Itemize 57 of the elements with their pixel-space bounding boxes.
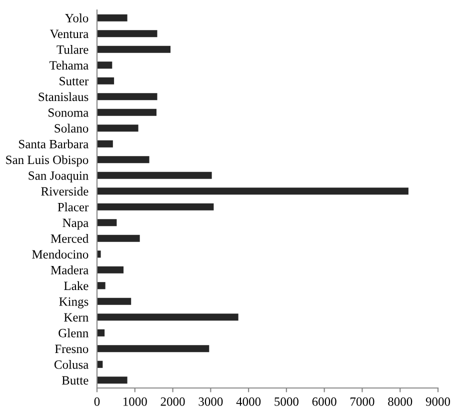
- bar: [97, 188, 408, 195]
- y-tick-label: Tulare: [56, 45, 88, 54]
- x-tick-label: 1000: [123, 397, 147, 406]
- bar: [97, 30, 158, 38]
- bar: [97, 156, 150, 164]
- x-tick-label: 4000: [236, 397, 261, 406]
- bar: [97, 250, 101, 258]
- bar: [97, 46, 171, 53]
- y-tick-label: Placer: [58, 202, 89, 212]
- y-tick-label: Madera: [50, 266, 88, 274]
- y-tick-label: Stanislaus: [38, 92, 88, 102]
- bar: [97, 93, 158, 100]
- bar: [97, 298, 132, 305]
- x-tick-label: 0: [94, 397, 100, 406]
- y-tick-label: Ventura: [50, 30, 88, 38]
- y-tick-label: Napa: [62, 218, 88, 230]
- x-tick-label: 5000: [274, 397, 298, 406]
- y-tick-label: Yolo: [65, 14, 88, 22]
- bar: [97, 314, 238, 321]
- y-tick-label: Tehama: [50, 60, 88, 70]
- x-tick-label: 9000: [426, 397, 450, 406]
- y-tick-label: Butte: [62, 376, 88, 385]
- y-tick-label: Sonoma: [48, 108, 88, 117]
- bar: [97, 62, 112, 69]
- bar: [97, 329, 105, 336]
- y-tick-label: Merced: [50, 234, 89, 243]
- y-tick-label: Sutter: [60, 76, 89, 86]
- bar: [97, 203, 214, 210]
- bar: [97, 376, 128, 384]
- bar: [97, 124, 138, 132]
- bar: [97, 77, 114, 84]
- y-tick-label: Lake: [64, 281, 88, 290]
- bar: [97, 345, 210, 352]
- x-tick-label: 2000: [160, 397, 185, 406]
- x-tick-label: 3000: [198, 397, 223, 406]
- y-tick-label: Santa Barbara: [19, 140, 88, 148]
- y-tick-label: San Luis Obispo: [6, 155, 88, 167]
- y-tick-label: Mendocino: [32, 250, 88, 259]
- bar: [97, 234, 140, 242]
- y-tick-label: Colusa: [54, 360, 88, 369]
- bar: [97, 140, 113, 148]
- x-tick-label: 8000: [388, 397, 412, 406]
- bar: [97, 172, 212, 179]
- bar: [97, 14, 128, 22]
- bar: [97, 108, 156, 116]
- x-tick-label: 6000: [312, 397, 336, 406]
- y-tick-label: Fresno: [55, 344, 88, 354]
- bar: [97, 282, 106, 290]
- y-tick-label: Kern: [64, 313, 88, 322]
- y-tick-label: Riverside: [41, 186, 88, 196]
- x-tick-label: 7000: [350, 397, 374, 406]
- y-tick-label: Solano: [54, 124, 88, 133]
- bar: [97, 266, 124, 274]
- bar: [97, 219, 117, 226]
- y-tick-label: San Joaquin: [28, 171, 88, 182]
- y-tick-label: Kings: [59, 297, 88, 308]
- y-tick-label: Glenn: [58, 328, 88, 338]
